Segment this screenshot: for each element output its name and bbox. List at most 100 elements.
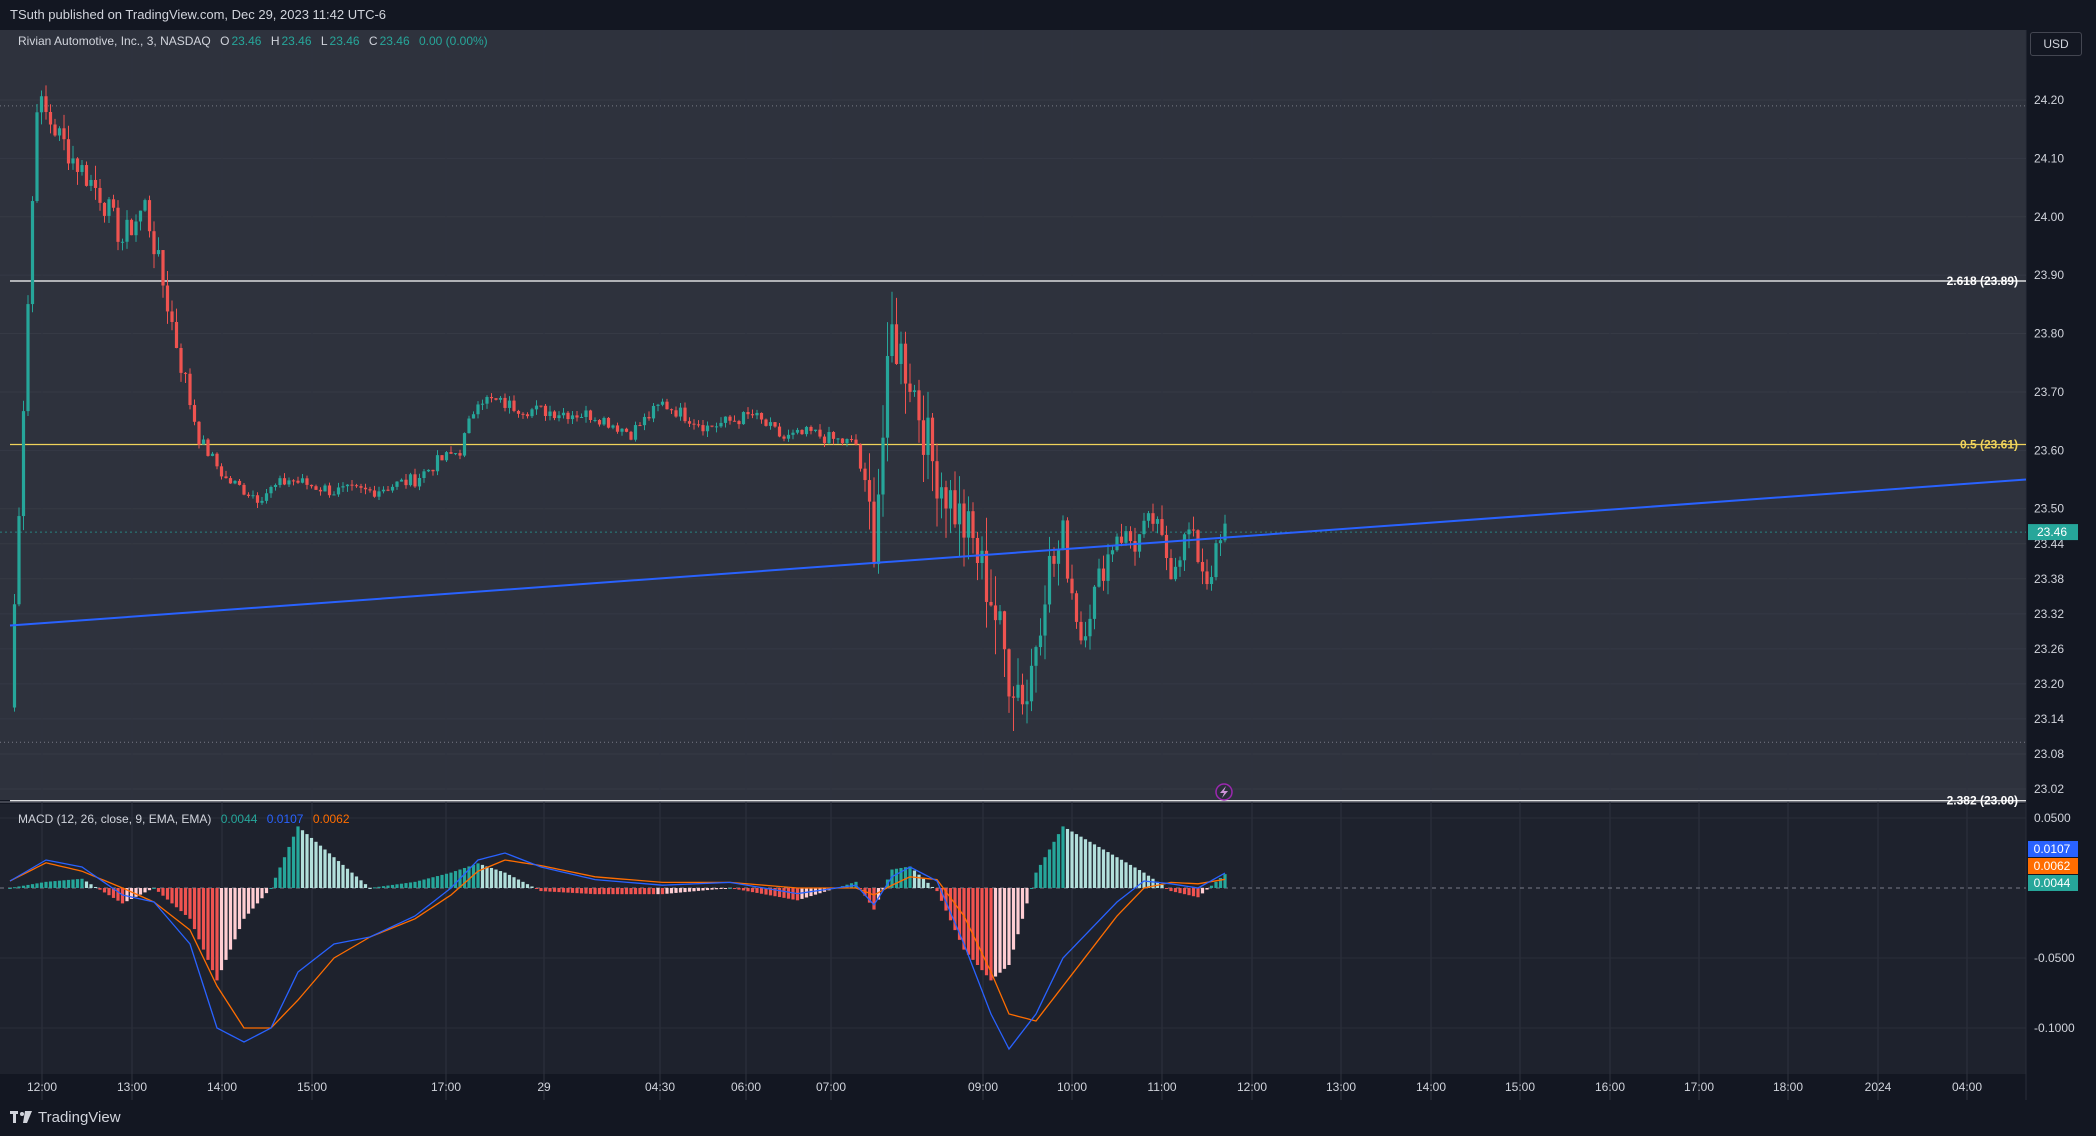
macd-hist-bar [962,888,966,950]
macd-hist-bar [872,888,876,910]
candle-body [242,484,246,495]
open-label: O [220,34,230,48]
price-legend[interactable]: Rivian Automotive, Inc., 3, NASDAQ O 23.4… [18,34,490,48]
candle-body [471,414,476,419]
candle-body [498,397,503,400]
macd-hist-bar [993,888,998,977]
macd-hist-bar [1025,888,1029,904]
macd-axis[interactable]: 0.0500 -0.0500 -0.1000 0.0107 0.0062 0.0044 [2028,811,2078,1035]
fib-levels[interactable]: 2.618 (23.89) 0.5 (23.61) 2.382 (23.00) [10,274,2026,808]
candle-body [863,468,867,481]
candle-body [143,200,147,211]
macd-hist-bar [345,868,350,888]
candle-body [291,480,296,482]
candle-body [660,401,665,405]
tradingview-logo-icon [10,1110,32,1123]
macd-hist-bar [638,888,642,895]
macd-hist-bar [903,867,908,888]
candle-body [1173,566,1178,580]
candle-body [75,158,80,172]
time-tick-label: 18:00 [1773,1080,1803,1094]
candle-body [120,241,125,243]
macd-hist-bar [606,888,611,895]
macd-hist-bar [687,888,692,892]
trendline[interactable] [9,478,2027,627]
macd-hist-bar [696,888,701,891]
macd-hist-bar [449,872,453,888]
candle-body [732,420,737,422]
macd-hist-bar [647,888,651,895]
candle-body [26,304,30,412]
macd-label[interactable]: MACD (12, 26, close, 9, EMA, EMA) [18,812,212,826]
macd-hist-bar [1106,852,1110,888]
macd-hist-bar [786,888,791,899]
candle-body [1034,647,1038,666]
time-tick-label: 14:00 [1416,1080,1446,1094]
brand[interactable]: TradingView [10,1109,121,1126]
macd-hist-bar [84,881,89,888]
price-axis[interactable]: 24.20 24.10 24.00 23.90 23.80 23.70 23.60 23.50… [2028,93,2078,796]
candle-body [791,432,795,435]
candle-body [602,417,606,425]
time-axis[interactable]: 12:00 13:00 14:00 15:00 17:00 29 04:30 06:00 07:… [27,1080,1982,1094]
macd-hist-bar [939,888,944,901]
macd-hist-bar [332,857,336,888]
macd-hist-bar [732,888,737,889]
candle-body [395,481,399,487]
candle-body [210,453,215,456]
candle-body [993,605,998,621]
macd-hist-bar [309,837,314,888]
candle-body [48,111,53,125]
candle-body [665,401,669,410]
macd-hist-bar [296,826,300,888]
lightning-icon[interactable] [1215,783,1233,801]
macd-hist-bar [1097,846,1101,888]
macd-hist-bar [1079,836,1083,888]
candle-body [336,487,341,495]
macd-hist-bar [570,888,575,893]
macd-hist-bar [233,888,237,940]
macd-hist-bar [30,884,35,888]
macd-hist-bar [890,869,894,888]
macd-hist-bar [782,888,786,898]
candles [12,85,1227,732]
macd-hist-bar [548,888,552,892]
price-tick-label: 23.50 [2034,502,2064,516]
time-tick-label: 10:00 [1057,1080,1087,1094]
macd-hist-bar [188,888,192,919]
macd-hist-bar [858,888,863,889]
time-tick-label: 15:00 [297,1080,327,1094]
fib-label: 0.5 (23.61) [1960,438,2018,452]
candle-body [89,179,93,186]
macd-hist-bar [1164,888,1169,889]
symbol-label[interactable]: Rivian Automotive, Inc., 3, NASDAQ [18,34,211,48]
candle-body [233,480,237,484]
macd-hist-bar [350,872,354,888]
macd-hist-bar [62,880,66,888]
macd-hist-bar [201,888,206,950]
macd-hist-bar [404,883,408,888]
candle-body [1160,519,1164,535]
macd-hist-bar [372,887,377,889]
candle-body [1097,568,1101,587]
time-tick-label: 06:00 [731,1080,761,1094]
candle-body [786,434,791,439]
candle-body [251,495,255,497]
candle-body [300,478,305,483]
candle-body [840,438,845,444]
candle-body [629,431,633,440]
macd-hist-bar [791,888,795,900]
candle-body [903,343,908,384]
macd-hist-bar [1124,862,1128,888]
candle-body [39,96,44,113]
macd-legend[interactable]: MACD (12, 26, close, 9, EMA, EMA) 0.0044… [18,812,352,826]
macd-hist-bar [746,888,750,892]
currency-button[interactable]: USD [2030,32,2082,56]
price-tick-label: 23.60 [2034,443,2064,457]
candle-body [984,550,989,602]
macd-hist-bar [219,888,224,971]
candle-body [318,489,323,492]
candle-body [237,480,242,485]
macd-hist-bar [111,888,116,898]
